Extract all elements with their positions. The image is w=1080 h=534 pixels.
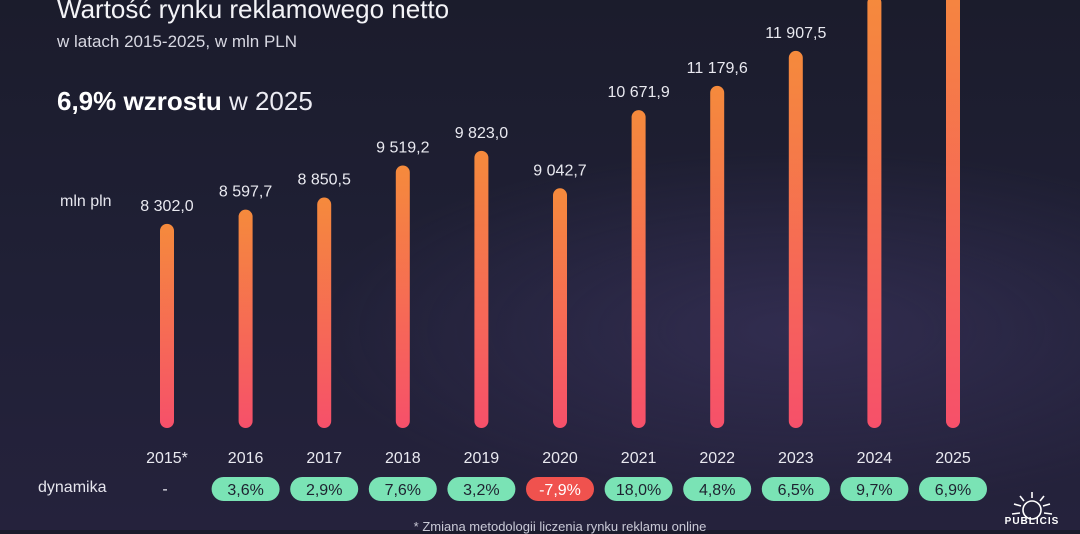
dynamics-badge (211, 477, 280, 501)
bar-2018 (395, 165, 410, 429)
bar-2017 (317, 197, 332, 428)
dynamics-value: 18,0% (616, 482, 661, 499)
x-tick-label: 2017 (306, 450, 342, 467)
dynamics-badge (290, 477, 359, 501)
footnote: * Zmiana metodologii liczenia rynku rekl… (413, 519, 707, 534)
dynamics-badge (368, 477, 437, 501)
x-tick-label: 2023 (778, 450, 814, 467)
bar-2024 (867, 0, 882, 428)
x-tick-label: 2020 (542, 450, 578, 467)
logo-text: PUBLICIS (1004, 516, 1060, 527)
x-axis-labels-group: 2015* 2016 2017 2018 2019 2020 2021 2022 2023 202… (146, 450, 971, 467)
bar-2025 (946, 0, 960, 428)
value-label: 9 519,2 (376, 139, 429, 156)
x-tick-label: 2015* (146, 450, 188, 467)
x-tick-label: 2021 (621, 450, 657, 467)
dynamics-badge (604, 477, 673, 501)
value-label: 9 042,7 (533, 162, 586, 179)
chart-subtitle: w latach 2015-2025, w mln PLN (57, 32, 298, 51)
dynamics-value: 3,2% (463, 482, 499, 499)
dynamics-badge (447, 477, 516, 501)
x-tick-label: 2025 (935, 450, 971, 467)
dynamics-value: 9,7% (856, 482, 892, 499)
chart-title: Wartość rynku reklamowego netto (57, 0, 450, 24)
x-tick-label: 2016 (228, 450, 264, 467)
dynamics-badge (761, 477, 830, 501)
value-label: 8 850,5 (298, 172, 351, 189)
bar-2023 (788, 50, 803, 429)
dynamics-badge (683, 477, 752, 501)
bar-2021 (631, 110, 646, 428)
dynamics-value: 6,9% (935, 482, 971, 499)
dynamics-label: dynamika (38, 479, 107, 496)
bar-2019 (474, 150, 489, 428)
value-label: 8 597,7 (219, 184, 272, 201)
value-labels-group: 8 302,0 8 597,7 8 850,5 9 519,2 9 823,0 9 042… (140, 25, 826, 215)
value-label: 11 179,6 (687, 60, 748, 77)
dynamics-value: 4,8% (699, 482, 735, 499)
value-label: 10 671,9 (607, 84, 669, 101)
publicis-logo: PUBLICIS (1000, 488, 1064, 530)
x-tick-label: 2018 (385, 450, 421, 467)
dynamics-value: 2,9% (306, 482, 342, 499)
headline-bold: 6,9% wzrostu (57, 86, 222, 116)
value-label: 8 302,0 (140, 198, 193, 215)
lion-icon (1011, 492, 1053, 520)
x-tick-label: 2019 (464, 450, 500, 467)
bar-2016 (238, 209, 253, 428)
value-label: 11 907,5 (765, 25, 826, 42)
bars-group (160, 0, 960, 429)
dynamics-value: 7,6% (385, 482, 421, 499)
dynamics-badge (919, 477, 987, 501)
unit-label: mln pln (60, 193, 112, 210)
dynamics-value: - (162, 481, 167, 498)
dynamics-badge (526, 477, 594, 501)
dynamics-value: -7,9% (539, 482, 581, 499)
dynamics-value: 6,5% (778, 482, 814, 499)
headline: 6,9% wzrostu w 2025 (57, 86, 313, 117)
dynamics-value: 3,6% (227, 482, 263, 499)
headline-rest: w 2025 (228, 86, 313, 116)
x-tick-label: 2024 (857, 450, 893, 467)
value-label: 9 823,0 (455, 125, 508, 142)
bar-2015 (160, 223, 174, 428)
bar-2020 (553, 188, 567, 428)
x-tick-label: 2022 (699, 450, 735, 467)
dynamics-badges-group: - 3,6% 2,9% 7,6% 3,2% -7,9% 18,0% 4,8% 6,5% 9,7% 6… (162, 477, 987, 501)
bar-2022 (710, 85, 725, 428)
dynamics-badge (840, 477, 909, 501)
